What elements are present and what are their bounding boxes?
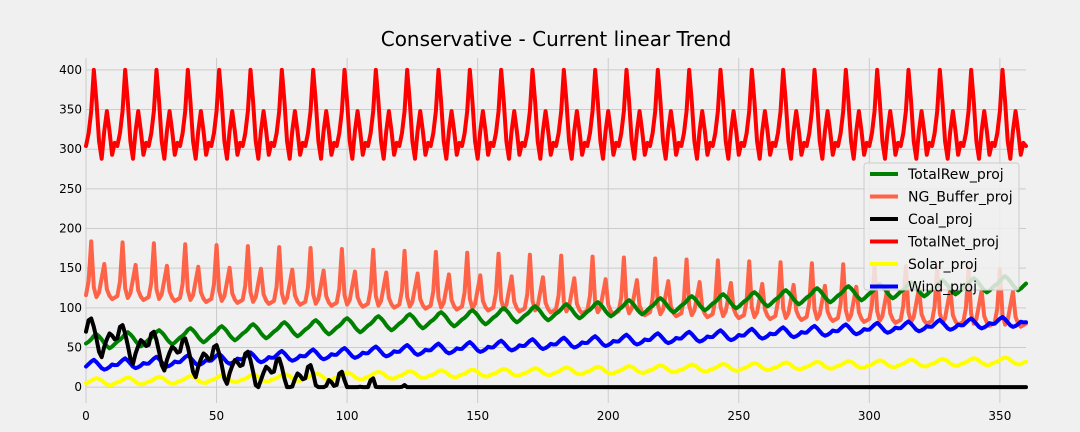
legend-label: TotalRew_proj bbox=[907, 167, 1004, 183]
legend-label: NG_Buffer_proj bbox=[908, 190, 1013, 206]
y-tick-label: 300 bbox=[59, 142, 82, 156]
series-line-totalnet-proj bbox=[84, 67, 1028, 161]
legend-label: Wind_proj bbox=[908, 280, 977, 296]
legend-label: Coal_proj bbox=[908, 212, 973, 228]
y-tick-label: 400 bbox=[59, 63, 82, 77]
x-tick-label: 100 bbox=[336, 409, 359, 423]
y-tick-label: 50 bbox=[67, 340, 82, 354]
y-tick-label: 100 bbox=[59, 301, 82, 315]
series-line-coal-proj bbox=[84, 316, 1028, 390]
y-tick-label: 150 bbox=[59, 261, 82, 275]
legend-box bbox=[863, 162, 1020, 291]
series-layer bbox=[84, 67, 1028, 390]
y-tick-label: 350 bbox=[59, 103, 82, 117]
series-line-ng-buffer-proj bbox=[84, 239, 1028, 329]
x-tick-label: 250 bbox=[727, 409, 750, 423]
x-tick-label: 200 bbox=[597, 409, 620, 423]
x-tick-label: 300 bbox=[858, 409, 881, 423]
chart-title: Conservative - Current linear Trend bbox=[381, 27, 732, 51]
series-line-solar-proj bbox=[84, 355, 1028, 388]
x-tick-label: 350 bbox=[988, 409, 1011, 423]
legend: TotalRew_proj NG_Buffer_proj Coal_proj Tota… bbox=[863, 162, 1020, 296]
series-line-totalrew-proj bbox=[84, 274, 1028, 351]
x-tick-label: 150 bbox=[466, 409, 489, 423]
legend-label: Solar_proj bbox=[908, 257, 977, 273]
legend-label: TotalNet_proj bbox=[907, 235, 999, 251]
tick-labels: 0 50 100 150 200 250 300 350 0 50 100 150 200 250 300 3… bbox=[59, 63, 1011, 423]
y-tick-label: 250 bbox=[59, 182, 82, 196]
y-tick-label: 200 bbox=[59, 222, 82, 236]
x-tick-label: 0 bbox=[82, 409, 90, 423]
y-tick-label: 0 bbox=[74, 380, 82, 394]
x-tick-label: 50 bbox=[209, 409, 224, 423]
